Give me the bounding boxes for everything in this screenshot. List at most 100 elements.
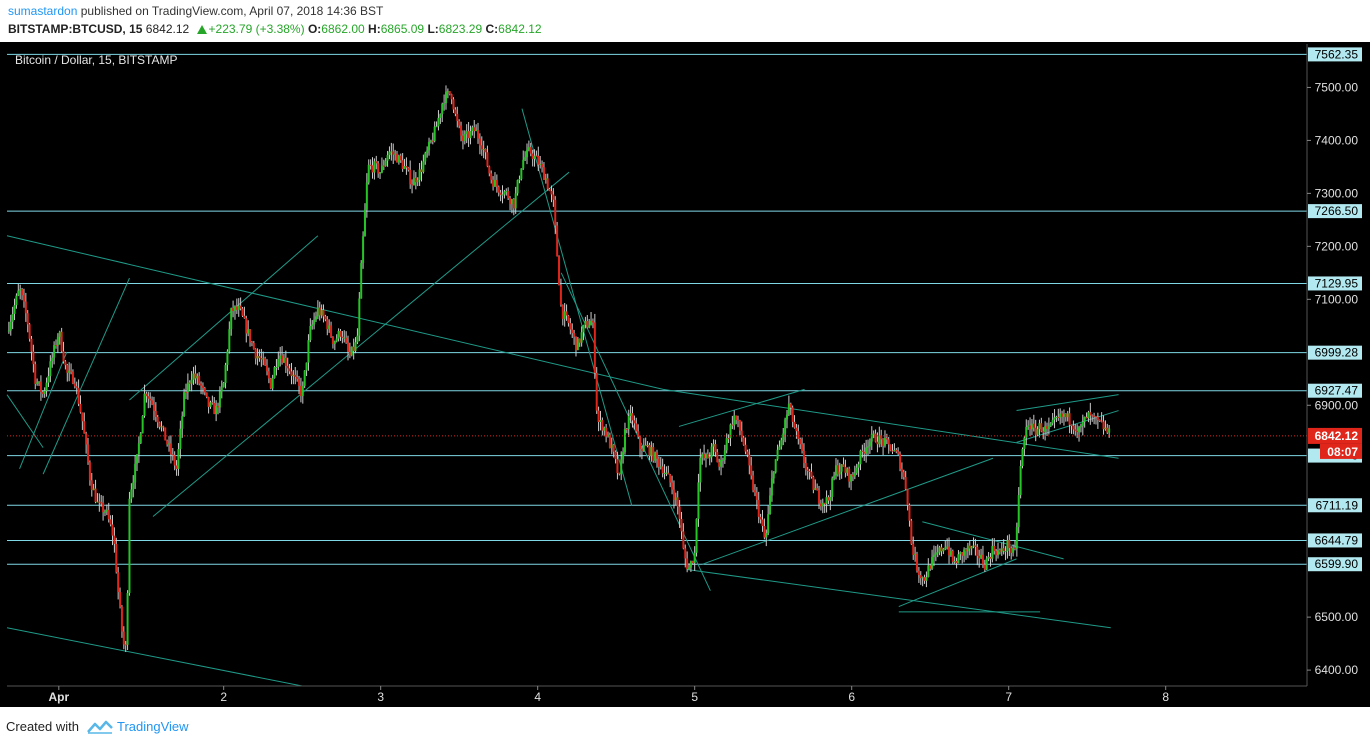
candle-body: [531, 153, 534, 159]
candle-body: [880, 435, 883, 440]
low-value: 6823.29: [438, 22, 483, 36]
candle-body: [876, 441, 879, 445]
candle-body: [36, 382, 39, 384]
candle-body: [923, 577, 926, 581]
candle-body: [744, 444, 747, 452]
chart-svg[interactable]: Bitcoin / Dollar, 15, BITSTAMP Apr 2 3 4 5 6 7…: [0, 42, 1370, 707]
candle-body: [211, 402, 214, 404]
level-badge-label: 6711.19: [1316, 498, 1359, 512]
low-label: L:: [427, 22, 439, 36]
candle-body: [565, 311, 568, 316]
candle-body: [1079, 426, 1082, 428]
candle-body: [220, 387, 223, 392]
candle-body: [970, 546, 973, 549]
x-axis-ticks: Apr 2 3 4 5 6 7 8: [48, 686, 1169, 704]
candle-body: [1008, 540, 1011, 549]
tradingview-link[interactable]: TradingView: [117, 719, 189, 734]
candle-body: [100, 502, 103, 504]
candle-body: [203, 387, 206, 393]
candle-body: [1032, 423, 1035, 428]
candle-body: [179, 428, 182, 450]
candle-body: [840, 464, 843, 472]
candle-body: [546, 178, 549, 189]
candle-body: [454, 109, 457, 114]
candle-body: [358, 298, 361, 336]
candle-body: [26, 313, 29, 325]
candle-body: [198, 375, 201, 384]
candle-body: [448, 91, 451, 95]
candle-body: [173, 455, 176, 466]
candle-body: [720, 460, 723, 467]
candle-body: [397, 155, 400, 163]
candle-body: [1055, 416, 1058, 418]
candle-body: [478, 138, 481, 146]
candle-body: [444, 91, 447, 104]
candle-body: [347, 342, 350, 352]
x-tick-label: 6: [848, 690, 855, 704]
candle-body: [1042, 431, 1045, 433]
candle-body: [931, 556, 934, 569]
candle-body: [801, 444, 804, 451]
candle-body: [273, 367, 276, 379]
level-badge: [1308, 204, 1362, 219]
candle-body: [874, 433, 877, 442]
y-tick-label: 7100.00: [1315, 292, 1359, 306]
chart-area[interactable]: Bitcoin / Dollar, 15, BITSTAMP Apr 2 3 4 5 6 7…: [0, 42, 1370, 707]
candle-body: [573, 333, 576, 337]
candle-body: [778, 446, 781, 450]
candle-body: [260, 358, 263, 360]
candle-body: [704, 454, 707, 459]
candle-body: [861, 450, 864, 452]
candle-body: [642, 445, 645, 451]
candle-body: [373, 161, 376, 173]
tradingview-logo-icon[interactable]: [87, 720, 113, 734]
candle-body: [991, 545, 994, 559]
candle-body: [825, 497, 828, 504]
trendline: [922, 521, 1064, 560]
candle-body: [616, 459, 619, 474]
candle-body: [171, 454, 174, 456]
candle-body: [409, 169, 412, 185]
candle-body: [111, 524, 114, 536]
author-link[interactable]: sumastardon: [8, 4, 78, 18]
candle-body: [194, 373, 197, 379]
candle-body: [518, 179, 521, 181]
candle-body: [823, 502, 826, 504]
candle-body: [320, 309, 323, 316]
candle-body: [712, 444, 715, 447]
level-badge-label: 6927.47: [1315, 384, 1359, 398]
candle-body: [192, 373, 195, 380]
candle-body: [759, 516, 762, 520]
candle-body: [149, 398, 152, 401]
candle-body: [115, 543, 118, 573]
candle-body: [66, 365, 69, 373]
candle-body: [603, 427, 606, 431]
open-label: O:: [307, 22, 322, 36]
candle-body: [968, 545, 971, 549]
candle-body: [855, 467, 858, 474]
candle-body: [343, 337, 346, 339]
candle-body: [561, 304, 564, 319]
candle-body: [746, 451, 749, 455]
candle-body: [7, 330, 10, 332]
candle-body: [586, 321, 589, 328]
candle-body: [9, 321, 12, 331]
candle-body: [1010, 548, 1013, 553]
candle-body: [207, 396, 210, 407]
up-arrow-icon: [196, 25, 207, 34]
candle-body: [916, 553, 918, 571]
candle-body: [558, 256, 561, 286]
chart-title: Bitcoin / Dollar, 15, BITSTAMP: [15, 53, 178, 67]
level-badge-label: 6999.28: [1315, 346, 1359, 360]
candle-body: [1019, 466, 1022, 496]
candle-body: [437, 117, 440, 127]
candle-body: [47, 376, 50, 383]
candle-body: [215, 405, 218, 414]
candle-body: [691, 561, 694, 564]
candle-body: [379, 172, 382, 174]
candle-body: [507, 191, 510, 199]
candle-body: [1087, 412, 1090, 419]
candle-body: [266, 365, 268, 372]
candle-body: [853, 473, 856, 477]
candle-body: [590, 320, 593, 326]
